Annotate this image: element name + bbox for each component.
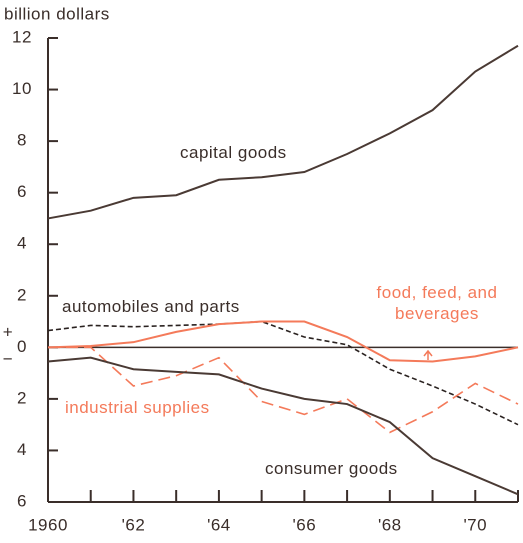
y-tick-label: 4 [17,440,27,459]
series-label: industrial supplies [65,398,210,417]
y-tick-label: 6 [17,491,27,510]
series-label: consumer goods [265,459,398,478]
y-tick-label: 4 [17,234,27,253]
y-tick-label: 2 [17,388,27,407]
x-tick-label: 1960 [28,515,68,534]
sign-label: + [3,322,13,341]
y-tick-label: 12 [12,27,32,46]
series-label: automobiles and parts [62,297,240,316]
y-tick-label: 10 [12,79,32,98]
sign-label: − [3,349,13,368]
series-line [47,320,519,426]
series-line [47,320,519,363]
y-tick-label: 8 [17,131,27,150]
series-line [47,356,519,496]
y-tick-label: 6 [17,182,27,201]
series-line [48,346,519,434]
y-axis-label: billion dollars [4,4,110,23]
x-tick-label: '70 [463,515,487,534]
arrow [423,349,433,360]
y-tick-label: 2 [17,285,27,304]
x-tick-label: '68 [378,515,402,534]
x-tick-label: '62 [122,515,146,534]
series-line [47,44,519,220]
y-tick-label: 0 [17,337,27,356]
series-label: food, feed, and beverages [376,283,498,323]
x-tick-label: '64 [207,515,231,534]
series-label: capital goods [180,143,287,162]
x-tick-label: '66 [293,515,317,534]
